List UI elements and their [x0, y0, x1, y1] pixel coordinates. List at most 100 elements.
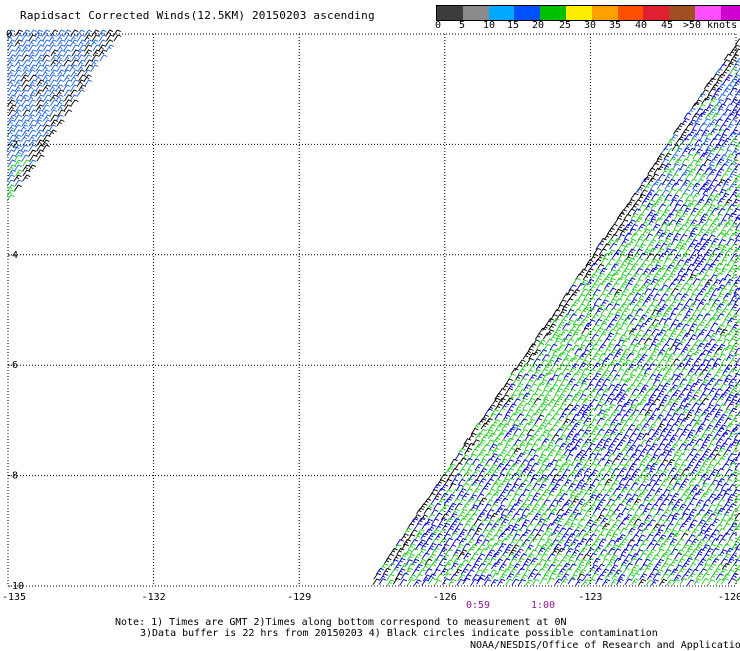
wind-barb: [728, 433, 735, 439]
wind-barb: [639, 579, 646, 585]
wind-barb: [666, 214, 673, 220]
wind-barb: [709, 244, 716, 250]
wind-barb: [530, 538, 537, 544]
wind-barb: [649, 404, 656, 410]
wind-barb: [573, 278, 580, 284]
wind-barb: [499, 544, 506, 550]
wind-barb: [624, 204, 631, 210]
wind-barb: [604, 439, 611, 445]
wind-barb: [585, 449, 592, 455]
wind-barb: [678, 559, 685, 565]
wind-barb: [532, 580, 539, 586]
wind-barb: [703, 284, 710, 290]
wind-barb: [667, 573, 674, 579]
wind-barb: [670, 403, 677, 409]
wind-barb: [604, 544, 611, 550]
wind-barb: [462, 493, 469, 499]
wind-barb: [631, 234, 638, 240]
wind-barb: [71, 100, 78, 106]
wind-barb: [661, 148, 668, 154]
wind-barb: [541, 554, 548, 560]
wind-barb: [571, 334, 578, 340]
wind-barb: [537, 343, 544, 349]
wind-barb: [107, 45, 114, 51]
wind-barb: [656, 268, 663, 274]
wind-barb: [648, 489, 655, 495]
wind-barb: [682, 138, 689, 144]
wind-barb: [671, 413, 678, 419]
wind-barb: [714, 184, 721, 190]
wind-barb: [383, 568, 390, 574]
wind-barb: [631, 483, 638, 489]
wind-barb: [719, 240, 726, 246]
wind-barb: [504, 484, 511, 490]
wind-barb: [518, 580, 525, 586]
wind-barb: [649, 508, 656, 514]
wind-barb: [711, 323, 718, 329]
wind-barb: [642, 373, 649, 379]
wind-barb: [708, 580, 715, 586]
wind-barb: [719, 114, 726, 120]
wind-barb: [481, 569, 488, 575]
wind-barb: [687, 580, 694, 586]
wind-barb: [652, 194, 659, 200]
wind-barb: [684, 113, 691, 119]
wind-barb: [475, 444, 482, 450]
wind-barb: [556, 509, 563, 515]
wind-barb: [99, 50, 106, 56]
wind-barb: [554, 554, 561, 560]
wind-barb: [545, 339, 552, 345]
wind-barb: [16, 170, 23, 176]
wind-barb: [700, 143, 707, 149]
wind-barb: [527, 564, 534, 570]
wind-barb: [585, 333, 592, 339]
wind-barb: [699, 309, 706, 315]
wind-barb: [567, 474, 574, 480]
wind-barb: [656, 394, 663, 400]
wind-barb: [463, 544, 470, 550]
wind-barb: [704, 343, 711, 349]
wind-barb: [664, 329, 671, 335]
wind-barb: [624, 360, 631, 366]
wind-barb: [450, 533, 457, 539]
wind-barb: [583, 274, 590, 280]
wind-barb: [640, 419, 647, 425]
wind-barb: [715, 223, 722, 229]
wind-barb: [668, 274, 675, 280]
wind-barb: [694, 579, 701, 585]
wind-barb: [603, 579, 610, 585]
wind-barb: [478, 564, 485, 570]
wind-barb: [545, 414, 552, 420]
wind-barb: [626, 479, 633, 485]
wind-barb: [646, 283, 653, 289]
wind-barb: [461, 569, 468, 575]
wind-barb: [556, 429, 563, 435]
wind-barb: [663, 510, 670, 516]
wind-barb: [710, 429, 717, 435]
wind-barb: [642, 508, 649, 514]
wind-barb: [718, 94, 725, 100]
wind-barb: [601, 569, 608, 575]
wind-barb: [22, 155, 29, 161]
wind-barb: [530, 384, 537, 390]
wind-barb: [707, 359, 714, 365]
wind-barb: [488, 433, 495, 439]
wind-barb: [568, 534, 575, 540]
wind-barb: [506, 438, 513, 444]
wind-barb: [713, 280, 720, 286]
wind-barb: [465, 448, 472, 454]
wind-barb: [665, 183, 672, 189]
wind-barb: [728, 213, 735, 219]
wind-barb: [647, 429, 654, 435]
wind-barb: [657, 278, 664, 284]
wind-barb: [655, 374, 662, 380]
wind-barb: [579, 510, 586, 516]
wind-barb: [664, 153, 671, 159]
wind-barb: [646, 379, 653, 385]
wind-barb: [710, 333, 717, 339]
wind-barb: [722, 79, 729, 85]
wind-barb: [387, 580, 394, 586]
wind-barb: [625, 429, 632, 435]
wind-barb: [556, 408, 563, 414]
wind-barb: [384, 558, 391, 564]
